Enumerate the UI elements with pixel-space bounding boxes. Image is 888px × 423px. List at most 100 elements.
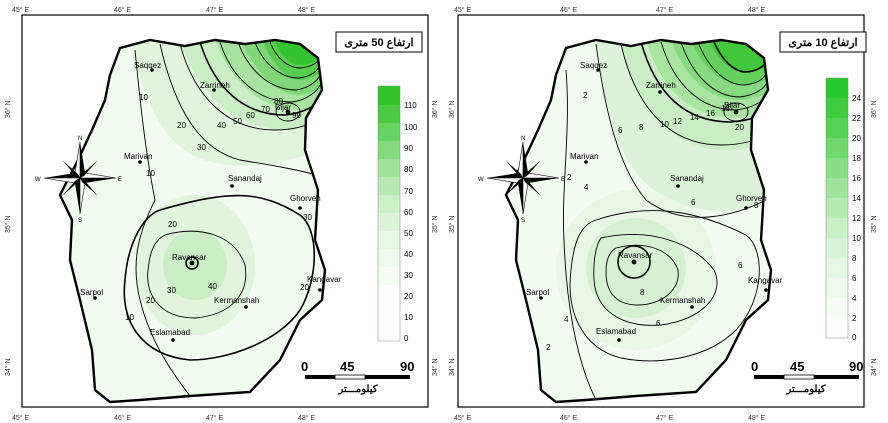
svg-text:90: 90 <box>400 359 414 374</box>
contour-labels: 2 6 8 10 12 14 16 18 20 2 4 6 8 8 6 4 6 … <box>546 91 759 352</box>
contour-labels: 10 20 30 40 50 60 70 80 90 20 30 10 40 3… <box>125 93 312 322</box>
city-label: Eslamabad <box>596 327 636 336</box>
svg-text:35° N: 35° N <box>870 215 878 233</box>
svg-text:48° E: 48° E <box>298 6 316 14</box>
svg-text:10: 10 <box>125 313 134 322</box>
svg-text:70: 70 <box>404 187 413 196</box>
svg-text:0: 0 <box>404 334 409 343</box>
svg-text:14: 14 <box>852 194 861 203</box>
svg-text:45° E: 45° E <box>454 414 472 422</box>
svg-text:6: 6 <box>738 261 743 270</box>
svg-text:کیلومـــتر: کیلومـــتر <box>338 384 378 395</box>
svg-text:40: 40 <box>217 121 226 130</box>
svg-text:34° N: 34° N <box>448 358 456 376</box>
city-label: Kangavar <box>748 276 783 285</box>
svg-text:10: 10 <box>404 313 413 322</box>
compass-rose-icon: N S E W <box>478 136 565 224</box>
svg-text:50: 50 <box>233 117 242 126</box>
svg-text:6: 6 <box>691 198 696 207</box>
svg-text:60: 60 <box>246 111 255 120</box>
svg-text:10: 10 <box>139 93 148 102</box>
svg-text:30: 30 <box>167 286 176 295</box>
svg-text:W: W <box>35 177 41 183</box>
city-label: Saqqez <box>580 61 607 70</box>
city-label: Kangavar <box>307 275 342 284</box>
svg-text:36° N: 36° N <box>448 100 456 118</box>
svg-text:12: 12 <box>673 117 682 126</box>
province-boundary <box>58 38 327 404</box>
svg-text:کیلومـــتر: کیلومـــتر <box>786 384 826 395</box>
svg-text:E: E <box>118 177 122 183</box>
svg-text:14: 14 <box>690 113 699 122</box>
svg-text:S: S <box>521 218 525 224</box>
city-markers: Saqqez Zarrineh Bijar Marivan Sanandaj G… <box>80 61 342 342</box>
svg-text:34° N: 34° N <box>870 358 878 376</box>
svg-text:35° N: 35° N <box>448 215 456 233</box>
svg-text:110: 110 <box>404 101 417 110</box>
legend-ticks: 24 22 20 18 16 14 12 10 8 6 4 2 0 <box>852 94 861 342</box>
svg-text:90: 90 <box>849 359 863 374</box>
svg-text:50: 50 <box>404 229 413 238</box>
svg-text:48° E: 48° E <box>748 414 766 422</box>
svg-text:8: 8 <box>852 254 857 263</box>
compass-rose-icon: N S E W <box>35 136 122 224</box>
svg-text:S: S <box>78 218 82 224</box>
city-markers: Saqqez Zarrineh Bijar Marivan Sanandaj G… <box>526 61 783 342</box>
province-boundary <box>504 38 773 404</box>
svg-text:6: 6 <box>618 126 623 135</box>
svg-text:E: E <box>561 177 565 183</box>
svg-text:18: 18 <box>721 104 730 113</box>
svg-text:2: 2 <box>567 173 572 182</box>
svg-text:36° N: 36° N <box>431 100 439 118</box>
map-panel-10m: Saqqez Zarrineh Bijar Marivan Sanandaj G… <box>446 0 886 423</box>
scale-bar: 0 45 90 کیلومـــتر <box>301 359 414 395</box>
city-label: Kermanshah <box>214 296 259 305</box>
svg-text:80: 80 <box>404 165 413 174</box>
svg-text:46° E: 46° E <box>560 414 578 422</box>
svg-text:40: 40 <box>404 250 413 259</box>
city-label: Sanandaj <box>670 174 704 183</box>
city-label: Ghorveh <box>290 194 321 203</box>
svg-text:20: 20 <box>735 123 744 132</box>
svg-text:8: 8 <box>754 201 759 210</box>
svg-text:47° E: 47° E <box>206 6 224 14</box>
svg-text:34° N: 34° N <box>431 358 439 376</box>
svg-text:20: 20 <box>177 121 186 130</box>
svg-text:47° E: 47° E <box>656 414 674 422</box>
scale-bar: 0 45 90 کیلومـــتر <box>751 359 863 395</box>
svg-text:45° E: 45° E <box>12 6 30 14</box>
svg-text:30: 30 <box>404 271 413 280</box>
svg-text:16: 16 <box>706 109 715 118</box>
svg-text:90: 90 <box>292 111 301 120</box>
svg-text:45: 45 <box>790 359 804 374</box>
svg-text:48° E: 48° E <box>748 6 766 14</box>
svg-text:35° N: 35° N <box>431 215 439 233</box>
svg-text:46° E: 46° E <box>114 414 132 422</box>
map-title: ارتفاع 50 متری <box>344 37 413 49</box>
svg-text:18: 18 <box>852 154 861 163</box>
city-label: Sarpol <box>80 288 103 297</box>
svg-text:2: 2 <box>583 91 588 100</box>
graticule-labels: 45° E 46° E 47° E 48° E 45° E 46° E 47° … <box>448 6 878 422</box>
svg-text:45° E: 45° E <box>454 6 472 14</box>
svg-text:46° E: 46° E <box>114 6 132 14</box>
svg-text:10: 10 <box>146 169 155 178</box>
svg-text:2: 2 <box>852 314 857 323</box>
svg-text:10: 10 <box>852 234 861 243</box>
svg-text:20: 20 <box>300 283 309 292</box>
svg-text:N: N <box>521 136 525 142</box>
color-legend <box>377 85 401 342</box>
city-label: Saqqez <box>134 61 161 70</box>
svg-text:80: 80 <box>274 97 283 106</box>
svg-text:47° E: 47° E <box>206 414 224 422</box>
svg-text:4: 4 <box>564 315 569 324</box>
svg-text:100: 100 <box>404 123 418 132</box>
svg-text:60: 60 <box>404 208 413 217</box>
svg-text:45° E: 45° E <box>12 414 30 422</box>
svg-text:20: 20 <box>146 296 155 305</box>
svg-text:20: 20 <box>852 134 861 143</box>
city-label: Marivan <box>570 152 598 161</box>
city-label: Zarrineh <box>646 81 676 90</box>
svg-text:12: 12 <box>852 214 861 223</box>
svg-text:40: 40 <box>208 282 217 291</box>
